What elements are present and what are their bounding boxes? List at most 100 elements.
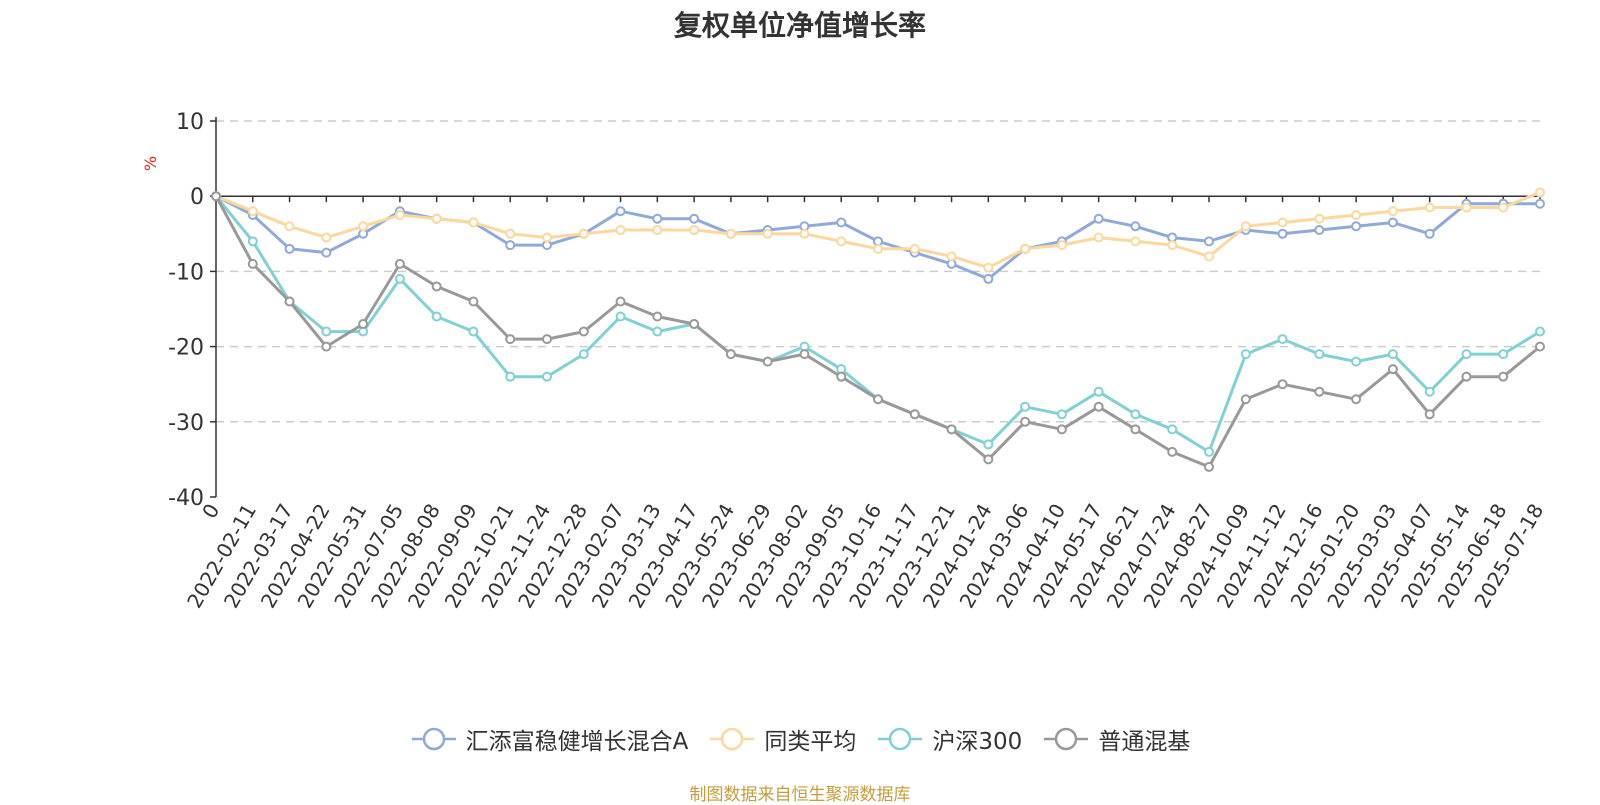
series-point	[873, 243, 883, 254]
series-point	[909, 409, 920, 420]
series-point	[1387, 349, 1398, 360]
series-point	[1277, 334, 1288, 345]
series-point	[615, 225, 626, 236]
legend-item[interactable]: 沪深300	[876, 722, 1022, 756]
series-point	[284, 243, 295, 254]
series-point	[1093, 213, 1104, 224]
legend-line-icon	[878, 727, 923, 751]
legend-label: 汇添富稳健增长混合A	[465, 729, 689, 755]
series-point	[652, 213, 663, 224]
series-point	[983, 273, 994, 284]
series-point	[652, 326, 663, 337]
y-tick-label: -20	[168, 336, 204, 361]
series-line	[214, 195, 1541, 454]
series-point	[1277, 217, 1288, 228]
series-point	[211, 191, 221, 202]
series-point	[578, 326, 589, 337]
series-point	[1240, 394, 1251, 405]
series-point	[1093, 232, 1104, 243]
chart-title: 复权单位净值增长率	[673, 9, 926, 42]
series-point	[615, 296, 626, 307]
series-point	[1204, 461, 1214, 472]
series-point	[1424, 409, 1435, 420]
series-point	[1204, 446, 1214, 457]
y-tick-label: -10	[168, 260, 204, 285]
series-point	[836, 371, 847, 382]
series-point	[468, 326, 479, 337]
series-point	[1314, 349, 1325, 360]
series-point	[1240, 349, 1251, 360]
series-point	[836, 236, 847, 247]
y-tick-label: -40	[168, 486, 204, 511]
series-point	[358, 221, 369, 232]
series-point	[1167, 446, 1178, 457]
series-point	[946, 251, 957, 262]
legend-item[interactable]: 普通混基	[1042, 722, 1190, 756]
series-point	[1130, 236, 1141, 247]
series-point	[689, 319, 700, 330]
series-point	[1093, 386, 1104, 397]
legend-line-icon	[1044, 727, 1089, 751]
series-point	[321, 232, 332, 243]
series-point	[1314, 213, 1325, 224]
series-point	[689, 225, 700, 236]
series-point	[725, 349, 736, 360]
series-point	[983, 262, 994, 273]
series-point	[1130, 409, 1141, 420]
series-point	[873, 394, 883, 405]
series-point	[431, 281, 442, 292]
legend-label: 沪深300	[932, 729, 1023, 755]
series-point	[799, 349, 810, 360]
series-point	[468, 217, 479, 228]
series-point	[1056, 240, 1067, 251]
x-tick-label: 0	[197, 500, 224, 523]
series-point	[1130, 221, 1141, 232]
series-point	[1167, 240, 1178, 251]
series-point	[1461, 202, 1472, 213]
series-point	[284, 296, 295, 307]
series-point	[394, 273, 405, 284]
series-point	[505, 240, 516, 251]
series-point	[1277, 228, 1288, 239]
series-point	[247, 258, 258, 269]
series-point	[762, 228, 773, 239]
y-tick-label: 0	[190, 185, 204, 210]
series-point	[1535, 326, 1545, 337]
series-point	[1351, 221, 1362, 232]
series-point	[1535, 341, 1545, 352]
series-point	[1351, 356, 1362, 367]
series-point	[394, 210, 405, 220]
series-point	[1314, 225, 1325, 236]
series-point	[652, 311, 663, 322]
series-point	[1535, 198, 1545, 209]
series-point	[1277, 379, 1288, 390]
legend: 汇添富稳健增长混合A 同类平均 沪深300 普通混基	[0, 722, 1600, 757]
series-point	[247, 206, 258, 217]
series-point	[1498, 202, 1509, 213]
series-point	[1498, 371, 1509, 382]
series-point	[1204, 236, 1214, 247]
series-point	[1020, 243, 1031, 254]
series-point	[431, 213, 442, 224]
series-point	[689, 213, 700, 224]
legend-item[interactable]: 汇添富稳健增长混合A	[410, 722, 689, 756]
series-point	[321, 247, 332, 258]
legend-item[interactable]: 同类平均	[708, 722, 856, 756]
source-note: 制图数据来自恒生聚源数据库	[689, 785, 911, 805]
series-point	[1130, 424, 1141, 435]
series-point	[542, 371, 552, 382]
series-point	[615, 206, 626, 217]
series-point	[578, 349, 589, 360]
legend-line-icon	[411, 727, 456, 751]
series-point	[505, 334, 516, 345]
legend-label: 普通混基	[1098, 729, 1191, 755]
series-line	[215, 191, 1541, 270]
series-point	[615, 311, 626, 322]
series-point	[1535, 187, 1545, 198]
legend-line-icon	[710, 727, 755, 751]
series-point	[1387, 217, 1398, 228]
series-point	[1461, 371, 1472, 382]
series-point	[799, 228, 810, 239]
series-point	[247, 236, 258, 247]
series-point	[946, 424, 957, 435]
